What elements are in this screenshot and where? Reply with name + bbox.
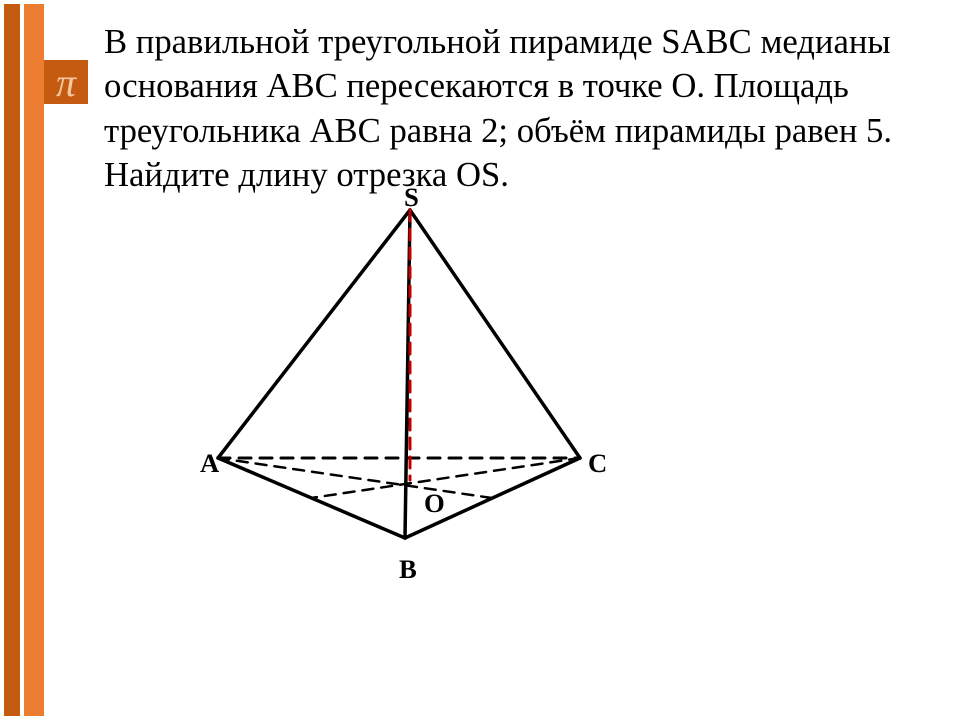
vertex-label-O: O xyxy=(424,488,445,519)
border-inner xyxy=(24,4,44,716)
vertex-label-S: S xyxy=(404,182,419,213)
edge-S-A xyxy=(218,210,410,458)
diagram-svg xyxy=(200,180,660,590)
pi-symbol: π xyxy=(56,59,76,106)
edge-S-C xyxy=(410,210,580,458)
vertex-label-B: B xyxy=(399,554,417,585)
border-outer xyxy=(4,4,20,716)
pi-badge: π xyxy=(44,60,88,104)
pyramid-diagram: S A C B O xyxy=(200,180,660,590)
problem-text: В правильной треугольной пирамиде SABC м… xyxy=(104,20,894,198)
vertex-label-C: C xyxy=(588,448,607,479)
slide: π В правильной треугольной пирамиде SABC… xyxy=(0,0,960,720)
vertex-label-A: A xyxy=(200,448,219,479)
